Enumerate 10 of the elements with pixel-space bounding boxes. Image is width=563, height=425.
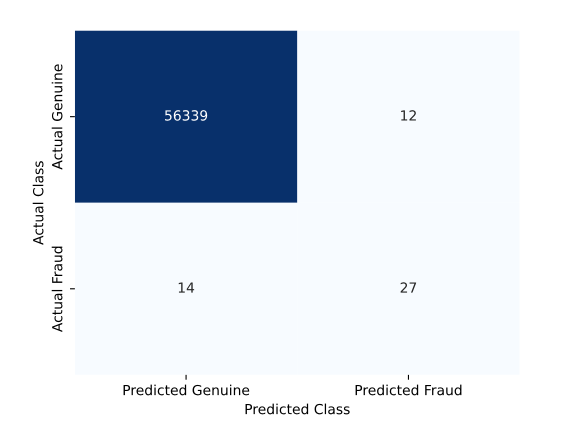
- x-axis-title: Predicted Class: [246, 404, 350, 414]
- y-tick-label: Actual Genuine: [52, 64, 62, 170]
- data-label: 56339: [165, 110, 208, 121]
- y-axis-title: Actual Class: [32, 161, 44, 245]
- y-tick-label: Actual Fraud: [52, 246, 62, 332]
- data-label: 14: [178, 282, 194, 293]
- x-tick-label: Predicted Genuine: [124, 384, 250, 396]
- data-label: 12: [401, 110, 416, 120]
- data-label: 27: [400, 282, 416, 293]
- x-tick-label: Predicted Fraud: [356, 384, 462, 396]
